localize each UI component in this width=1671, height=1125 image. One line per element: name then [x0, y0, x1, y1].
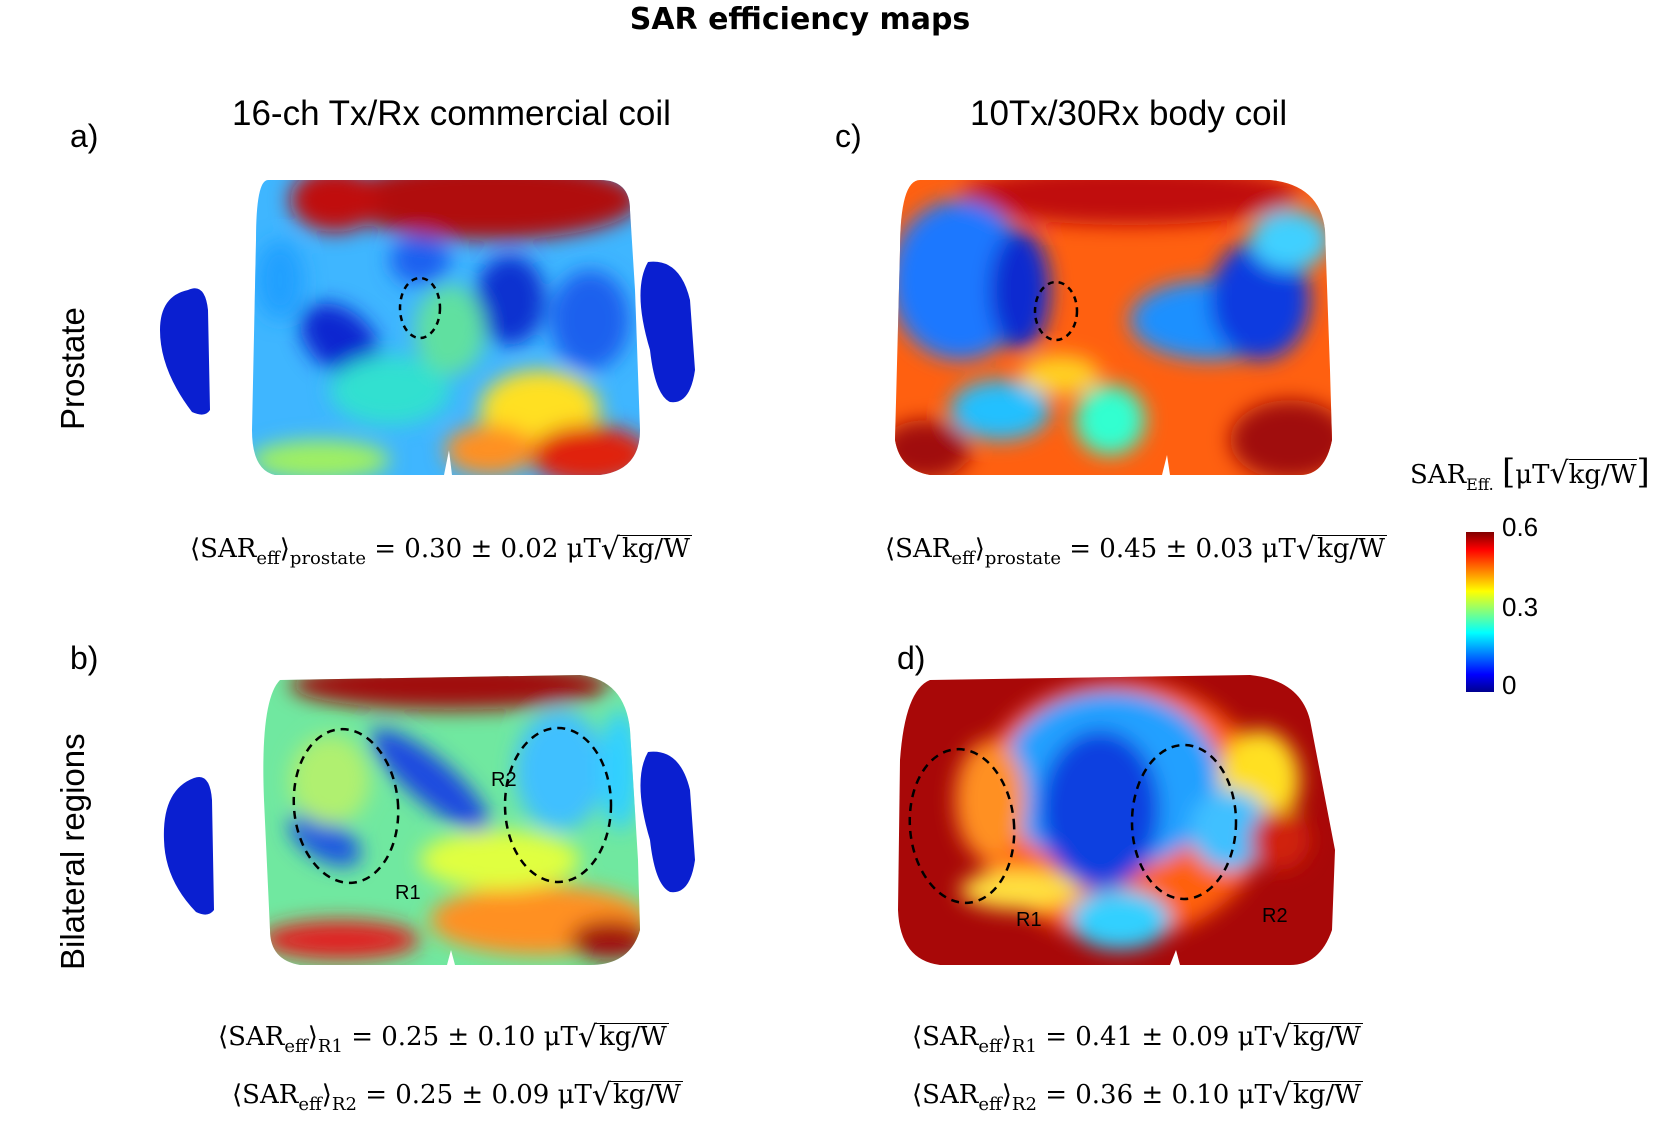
- figure-title: SAR efficiency maps: [629, 2, 971, 37]
- colorbar-tick-mid: 0.3: [1502, 592, 1539, 622]
- region-label-b-r1: R1: [395, 882, 421, 904]
- column-title-right: 10Tx/30Rx body coil: [970, 94, 1288, 133]
- equation-d-r1: ⟨SAReff⟩R1 = 0.41 ± 0.09 μT√kg/W: [912, 1020, 1363, 1057]
- panel-letter-d: d): [897, 640, 926, 676]
- sar-map-b: [163, 675, 695, 965]
- panel-letter-c: c): [835, 118, 862, 154]
- sar-map-c: [895, 180, 1332, 475]
- equation-a: ⟨SAReff⟩prostate = 0.30 ± 0.02 μT√kg/W: [190, 532, 692, 569]
- region-label-d-r2: R2: [1262, 905, 1288, 927]
- colorbar-title: SAREff. [μT√kg/W]: [1410, 452, 1650, 494]
- colorbar-tick-max: 0.6: [1502, 512, 1539, 542]
- row-label-bilateral: Bilateral regions: [54, 733, 91, 970]
- colorbar: [1466, 532, 1494, 692]
- row-label-prostate: Prostate: [54, 307, 91, 430]
- equation-b-r2: ⟨SAReff⟩R2 = 0.25 ± 0.09 μT√kg/W: [232, 1078, 683, 1115]
- sar-map-d: [898, 675, 1335, 965]
- panel-letter-b: b): [70, 640, 99, 676]
- colorbar-tick-min: 0: [1502, 670, 1517, 700]
- equation-c: ⟨SAReff⟩prostate = 0.45 ± 0.03 μT√kg/W: [885, 532, 1387, 569]
- equation-d-r2: ⟨SAReff⟩R2 = 0.36 ± 0.10 μT√kg/W: [912, 1078, 1363, 1115]
- region-label-b-r2: R2: [491, 769, 517, 791]
- region-label-d-r1: R1: [1016, 909, 1042, 931]
- equation-b-r1: ⟨SAReff⟩R1 = 0.25 ± 0.10 μT√kg/W: [218, 1020, 669, 1057]
- panel-letter-a: a): [70, 118, 99, 154]
- sar-map-a: [160, 180, 695, 475]
- column-title-left: 16-ch Tx/Rx commercial coil: [232, 94, 671, 133]
